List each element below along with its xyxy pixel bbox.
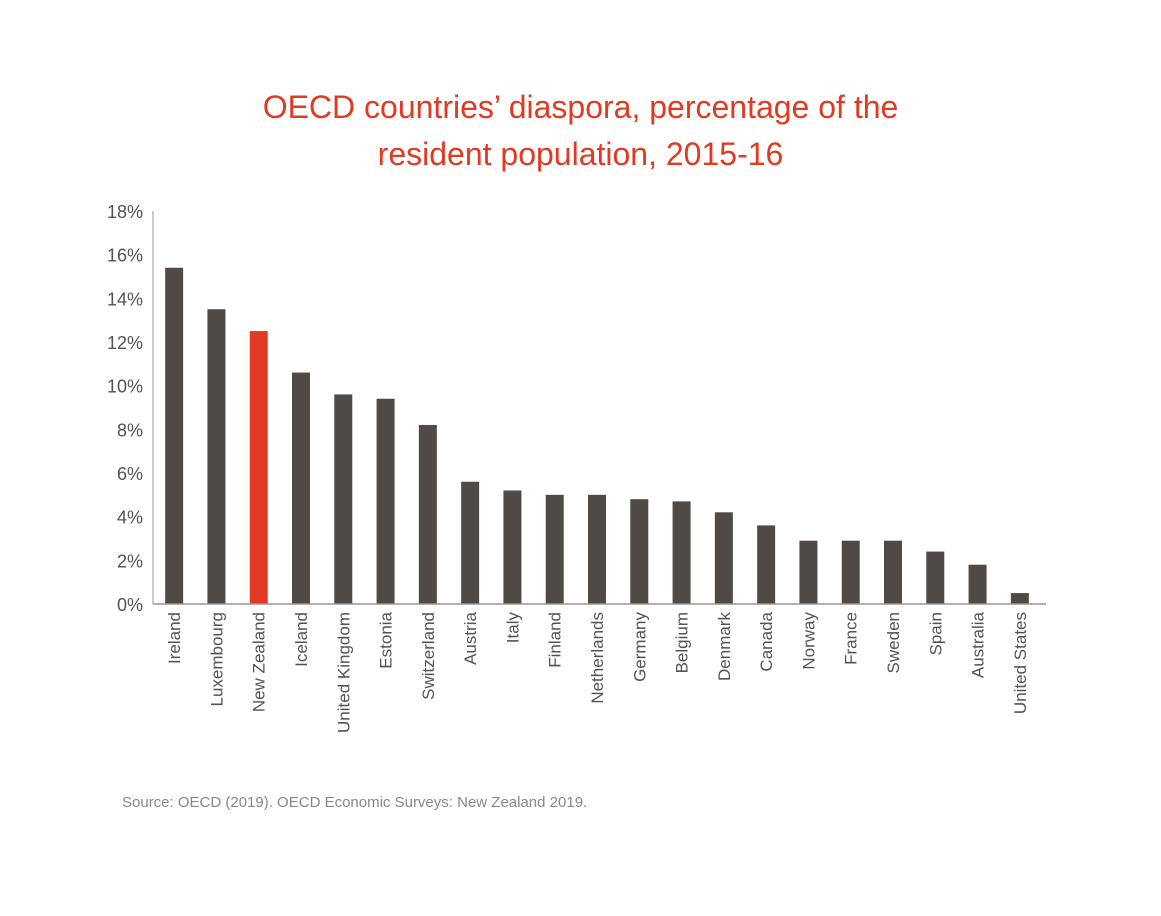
y-tick-label: 14%: [107, 289, 143, 309]
bar-australia: [968, 564, 987, 604]
bar-iceland: [292, 372, 310, 604]
bar-germany: [630, 499, 649, 604]
bar-netherlands: [588, 494, 606, 604]
bar-spain: [926, 551, 945, 604]
y-tick-label: 8%: [117, 420, 143, 440]
x-tick-label: Denmark: [715, 612, 734, 681]
bar-norway: [799, 540, 818, 604]
source-note: Source: OECD (2019). OECD Economic Surve…: [122, 794, 588, 811]
x-tick-label: Australia: [969, 611, 988, 678]
x-tick-label: Finland: [546, 612, 565, 668]
bar-italy: [503, 490, 522, 604]
x-tick-label: Belgium: [673, 612, 692, 673]
bar-denmark: [714, 512, 733, 604]
y-tick-label: 18%: [107, 202, 143, 222]
y-tick-label: 2%: [117, 551, 143, 571]
x-tick-label: Switzerland: [419, 612, 438, 700]
bar-new-zealand: [249, 331, 268, 604]
x-tick-label: Italy: [503, 612, 522, 644]
bar-finland: [545, 494, 564, 604]
bar-sweden: [884, 540, 902, 604]
x-tick-label: Norway: [799, 612, 818, 670]
x-tick-label: United States: [1011, 612, 1030, 714]
bar-france: [841, 540, 860, 604]
x-tick-label: Iceland: [292, 612, 311, 667]
x-tick-label: Canada: [757, 611, 776, 671]
chart-title-line-2: resident population, 2015-16: [377, 136, 784, 172]
bar-switzerland: [418, 424, 437, 604]
x-tick-label: United Kingdom: [334, 612, 353, 733]
x-tick-label: France: [842, 612, 861, 665]
x-tick-label: New Zealand: [250, 612, 269, 712]
y-tick-label: 10%: [107, 377, 143, 397]
chart-title-line-1: OECD countries’ diaspora, percentage of …: [262, 89, 899, 125]
x-tick-label: Ireland: [165, 612, 184, 664]
bar-austria: [461, 481, 480, 604]
y-tick-label: 4%: [117, 508, 143, 528]
y-tick-label: 16%: [107, 246, 143, 266]
x-tick-label: Luxembourg: [207, 612, 226, 707]
x-tick-label: Austria: [461, 611, 480, 664]
bar-canada: [757, 525, 776, 604]
bar-luxembourg: [207, 309, 226, 604]
bar-united-kingdom: [334, 394, 353, 604]
bar-belgium: [672, 501, 691, 604]
y-tick-label: 12%: [107, 333, 143, 353]
x-tick-label: Estonia: [377, 611, 396, 668]
x-tick-label: Germany: [630, 612, 649, 682]
y-tick-label: 0%: [117, 595, 143, 615]
y-tick-label: 6%: [117, 464, 143, 484]
bar-estonia: [376, 398, 395, 604]
bar-ireland: [165, 267, 184, 604]
bar-united-states: [1010, 593, 1029, 604]
x-tick-label: Sweden: [884, 612, 903, 673]
x-tick-label: Spain: [926, 612, 945, 655]
chart-title: OECD countries’ diaspora, percentage of …: [0, 84, 1161, 178]
x-tick-label: Netherlands: [588, 612, 607, 704]
